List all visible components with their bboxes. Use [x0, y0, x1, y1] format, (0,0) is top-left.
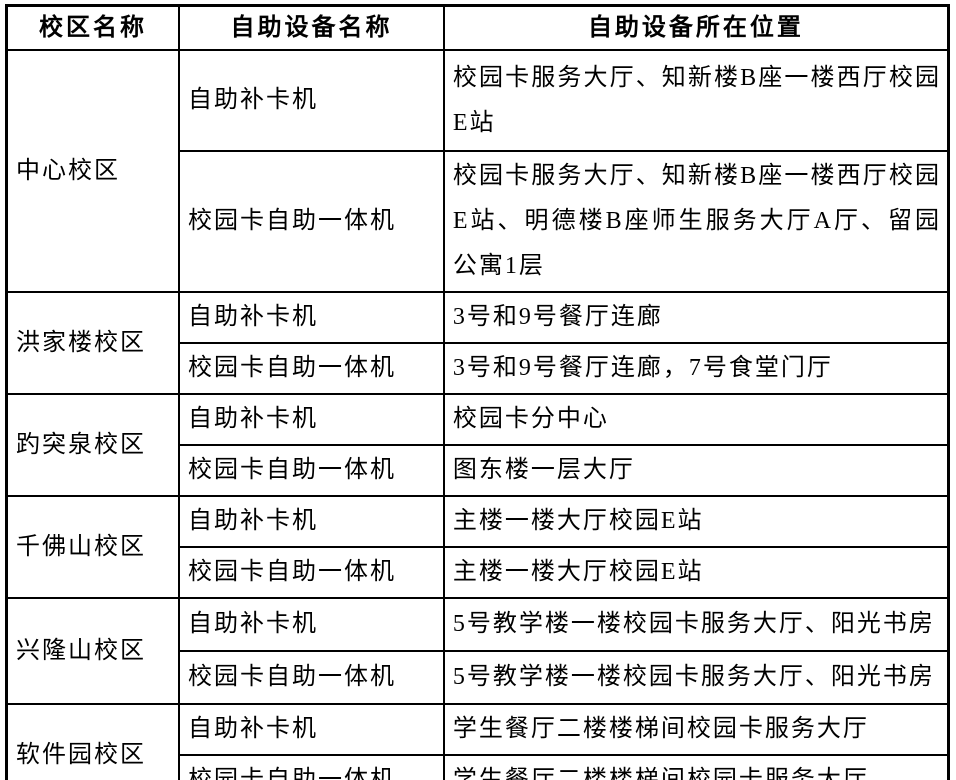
device-cell: 自助补卡机 — [178, 49, 445, 152]
table-row: 兴隆山校区 自助补卡机 5号教学楼一楼校园卡服务大厅、阳光书房 — [5, 597, 950, 705]
campus-cell-baotuquan: 趵突泉校区 — [5, 393, 181, 497]
table-row: 校园卡自助一体机 5号教学楼一楼校园卡服务大厅、阳光书房 — [7, 650, 950, 705]
location-cell: 学生餐厅二楼楼梯间校园卡服务大厅 — [442, 754, 950, 780]
campus-cell-xinglongshan: 兴隆山校区 — [5, 597, 181, 705]
location-cell: 5号教学楼一楼校园卡服务大厅、阳光书房 — [442, 650, 950, 705]
location-cell: 5号教学楼一楼校园卡服务大厅、阳光书房 — [442, 597, 950, 652]
header-device-name: 自助设备名称 — [178, 4, 445, 51]
location-cell: 校园卡分中心 — [442, 393, 950, 446]
device-cell: 自助补卡机 — [178, 495, 445, 548]
device-cell: 校园卡自助一体机 — [178, 342, 445, 395]
device-cell: 自助补卡机 — [178, 597, 445, 652]
location-cell: 3号和9号餐厅连廊，7号食堂门厅 — [442, 342, 950, 395]
table-row: 校园卡自助一体机 图东楼一层大厅 — [7, 444, 950, 497]
device-cell: 自助补卡机 — [178, 393, 445, 446]
table-row: 校园卡自助一体机 校园卡服务大厅、知新楼B座一楼西厅校园E站、明德楼B座师生服务… — [7, 150, 950, 293]
location-cell: 校园卡服务大厅、知新楼B座一楼西厅校园E站 — [442, 49, 950, 152]
campus-cell-center: 中心校区 — [5, 49, 181, 293]
device-cell: 校园卡自助一体机 — [178, 650, 445, 705]
location-cell: 主楼一楼大厅校园E站 — [442, 495, 950, 548]
campus-cell-ruanjianyuan: 软件园校区 — [5, 703, 181, 780]
table-row: 趵突泉校区 自助补卡机 校园卡分中心 — [5, 393, 950, 497]
table-row: 千佛山校区 自助补卡机 主楼一楼大厅校园E站 — [5, 495, 950, 599]
device-cell: 校园卡自助一体机 — [178, 150, 445, 293]
table-row: 软件园校区 自助补卡机 学生餐厅二楼楼梯间校园卡服务大厅 — [5, 703, 950, 780]
location-cell: 3号和9号餐厅连廊 — [442, 291, 950, 344]
location-cell: 主楼一楼大厅校园E站 — [442, 546, 950, 599]
header-device-location: 自助设备所在位置 — [442, 4, 950, 51]
device-cell: 自助补卡机 — [178, 703, 445, 756]
device-cell: 校园卡自助一体机 — [178, 546, 445, 599]
device-cell: 校园卡自助一体机 — [178, 444, 445, 497]
table-row: 校园卡自助一体机 主楼一楼大厅校园E站 — [7, 546, 950, 599]
campus-cell-qianfoshan: 千佛山校区 — [5, 495, 181, 599]
location-cell: 图东楼一层大厅 — [442, 444, 950, 497]
device-cell: 校园卡自助一体机 — [178, 754, 445, 780]
table-row: 中心校区 自助补卡机 校园卡服务大厅、知新楼B座一楼西厅校园E站 — [5, 49, 950, 293]
campus-cell-hongjialou: 洪家楼校区 — [5, 291, 181, 395]
table-row: 校园卡自助一体机 学生餐厅二楼楼梯间校园卡服务大厅 — [7, 754, 950, 780]
header-row: 校区名称 自助设备名称 自助设备所在位置 — [5, 4, 950, 51]
location-cell: 学生餐厅二楼楼梯间校园卡服务大厅 — [442, 703, 950, 756]
table-row: 校园卡自助一体机 3号和9号餐厅连廊，7号食堂门厅 — [7, 342, 950, 395]
location-cell: 校园卡服务大厅、知新楼B座一楼西厅校园E站、明德楼B座师生服务大厅A厅、留园公寓… — [442, 150, 950, 293]
equipment-location-table: 校区名称 自助设备名称 自助设备所在位置 中心校区 自助补卡机 校园卡服务大厅、… — [5, 4, 950, 780]
table-row: 洪家楼校区 自助补卡机 3号和9号餐厅连廊 — [5, 291, 950, 395]
header-campus-name: 校区名称 — [5, 4, 181, 51]
device-cell: 自助补卡机 — [178, 291, 445, 344]
